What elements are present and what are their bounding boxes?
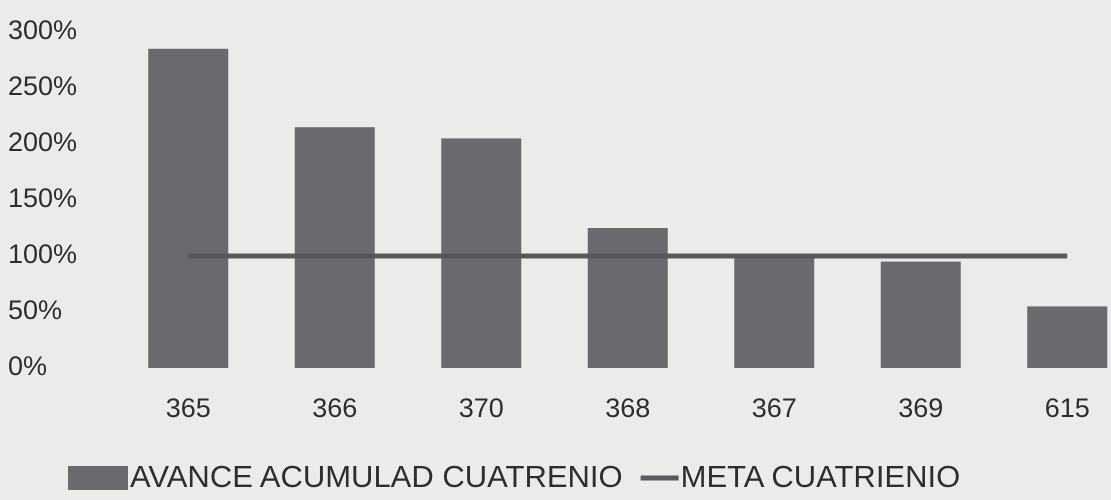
- bar: [734, 258, 815, 368]
- x-tick-label: 370: [459, 393, 504, 423]
- y-tick-label: 150%: [8, 183, 77, 213]
- x-tick-label: 369: [898, 393, 943, 423]
- y-tick-label: 100%: [8, 239, 77, 269]
- x-tick-label: 365: [166, 393, 211, 423]
- bar: [1027, 306, 1108, 368]
- bar: [880, 261, 961, 368]
- x-tick-label: 367: [752, 393, 797, 423]
- x-tick-label: 366: [312, 393, 357, 423]
- legend-label: AVANCE ACUMULAD CUATRENIO: [130, 459, 623, 494]
- y-tick-label: 200%: [8, 127, 77, 157]
- x-tick-label: 615: [1045, 393, 1090, 423]
- y-tick-label: 0%: [8, 351, 47, 381]
- bar: [148, 48, 229, 369]
- bar: [294, 127, 375, 368]
- bar: [441, 138, 522, 368]
- y-tick-label: 50%: [8, 295, 62, 325]
- y-tick-label: 300%: [8, 15, 77, 45]
- y-tick-label: 250%: [8, 71, 77, 101]
- x-tick-label: 368: [605, 393, 650, 423]
- legend-swatch: [68, 466, 128, 490]
- legend-label: META CUATRIENIO: [681, 459, 961, 494]
- bar: [587, 228, 668, 368]
